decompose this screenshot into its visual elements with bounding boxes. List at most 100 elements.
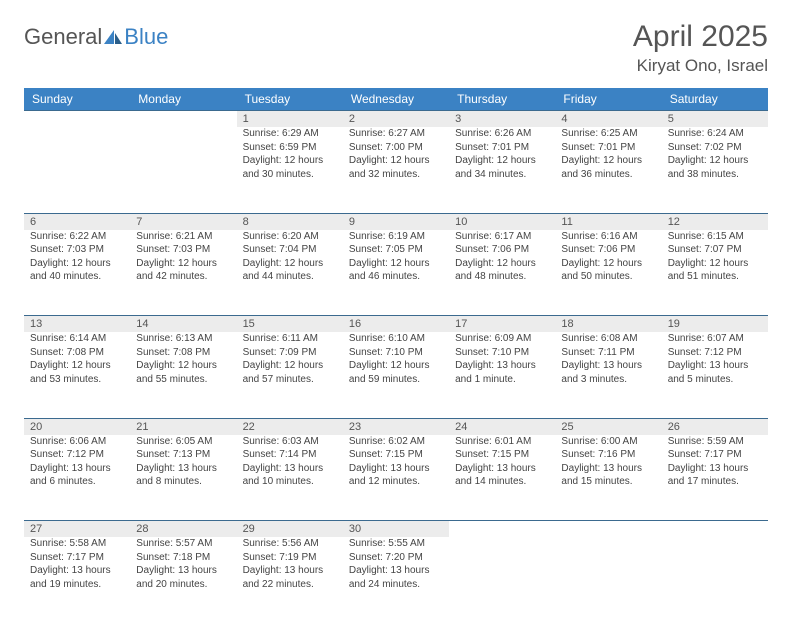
day-cell: Sunrise: 6:27 AMSunset: 7:00 PMDaylight:… [343, 127, 449, 213]
sunrise-text: Sunrise: 5:59 AM [668, 435, 762, 449]
day-cell [449, 537, 555, 623]
day-number-cell: 3 [449, 111, 555, 128]
sunset-text: Sunset: 7:08 PM [30, 346, 124, 360]
logo-word2: Blue [124, 24, 168, 50]
sunrise-text: Sunrise: 6:06 AM [30, 435, 124, 449]
daylight-text-2: and 36 minutes. [561, 168, 655, 182]
dow-monday: Monday [130, 88, 236, 111]
daylight-text-1: Daylight: 12 hours [243, 154, 337, 168]
day-body-row: Sunrise: 5:58 AMSunset: 7:17 PMDaylight:… [24, 537, 768, 623]
location: Kiryat Ono, Israel [633, 56, 768, 76]
daylight-text-2: and 20 minutes. [136, 578, 230, 592]
day-number-cell: 24 [449, 418, 555, 435]
sunrise-text: Sunrise: 6:03 AM [243, 435, 337, 449]
daylight-text-1: Daylight: 13 hours [30, 462, 124, 476]
day-number-cell: 5 [662, 111, 768, 128]
daylight-text-2: and 50 minutes. [561, 270, 655, 284]
daylight-text-2: and 5 minutes. [668, 373, 762, 387]
sunrise-text: Sunrise: 6:20 AM [243, 230, 337, 244]
daylight-text-2: and 51 minutes. [668, 270, 762, 284]
daylight-text-1: Daylight: 12 hours [561, 257, 655, 271]
logo-word1: General [24, 24, 102, 50]
daylight-text-1: Daylight: 12 hours [349, 257, 443, 271]
day-cell: Sunrise: 6:22 AMSunset: 7:03 PMDaylight:… [24, 230, 130, 316]
day-number-cell: 20 [24, 418, 130, 435]
dow-row: Sunday Monday Tuesday Wednesday Thursday… [24, 88, 768, 111]
day-cell: Sunrise: 6:01 AMSunset: 7:15 PMDaylight:… [449, 435, 555, 521]
day-number-cell: 28 [130, 521, 236, 538]
daylight-text-1: Daylight: 12 hours [349, 154, 443, 168]
day-number-cell: 7 [130, 213, 236, 230]
daylight-text-2: and 17 minutes. [668, 475, 762, 489]
day-body-row: Sunrise: 6:22 AM Sunset: 7:03 PM Daylight:… [24, 230, 768, 316]
calendar-body: 12345Sunrise: 6:29 AMSunset: 6:59 PMDayl… [24, 111, 768, 623]
sunset-text: Sunset: 6:59 PM [243, 141, 337, 155]
daylight-text-2: and 3 minutes. [561, 373, 655, 387]
day-cell: Sunrise: 6:19 AMSunset: 7:05 PMDaylight:… [343, 230, 449, 316]
daylight-text-2: and 32 minutes. [349, 168, 443, 182]
sunrise-text: Sunrise: 6:16 AM [561, 230, 655, 244]
daylight-text-1: Daylight: 12 hours [668, 154, 762, 168]
day-number-row: 6789101112 [24, 213, 768, 230]
day-number-cell: 18 [555, 316, 661, 333]
sunrise-text: Sunrise: 6:26 AM [455, 127, 549, 141]
daylight-text-1: Daylight: 13 hours [455, 359, 549, 373]
sunset-text: Sunset: 7:03 PM [136, 243, 230, 257]
sunset-text: Sunset: 7:01 PM [561, 141, 655, 155]
daylight-text-2: and 8 minutes. [136, 475, 230, 489]
sunrise-text: Sunrise: 6:02 AM [349, 435, 443, 449]
daylight-text-1: Daylight: 12 hours [668, 257, 762, 271]
daylight-text-1: Daylight: 13 hours [668, 462, 762, 476]
day-number-cell: 12 [662, 213, 768, 230]
sunrise-text: Sunrise: 5:58 AM [30, 537, 124, 551]
sunset-text: Sunset: 7:00 PM [349, 141, 443, 155]
sunrise-text: Sunrise: 6:22 AM [30, 230, 124, 244]
day-cell: Sunrise: 6:06 AMSunset: 7:12 PMDaylight:… [24, 435, 130, 521]
day-cell: Sunrise: 6:20 AMSunset: 7:04 PMDaylight:… [237, 230, 343, 316]
day-cell [24, 127, 130, 213]
day-cell: Sunrise: 6:15 AMSunset: 7:07 PMDaylight:… [662, 230, 768, 316]
day-cell: Sunrise: 6:29 AMSunset: 6:59 PMDaylight:… [237, 127, 343, 213]
daylight-text-2: and 38 minutes. [668, 168, 762, 182]
page-title: April 2025 [633, 20, 768, 54]
sunset-text: Sunset: 7:12 PM [30, 448, 124, 462]
day-cell: Sunrise: 6:14 AMSunset: 7:08 PMDaylight:… [24, 332, 130, 418]
day-number-cell: 17 [449, 316, 555, 333]
sunset-text: Sunset: 7:14 PM [243, 448, 337, 462]
dow-thursday: Thursday [449, 88, 555, 111]
daylight-text-2: and 59 minutes. [349, 373, 443, 387]
sunrise-text: Sunrise: 5:57 AM [136, 537, 230, 551]
day-number-cell: 11 [555, 213, 661, 230]
title-block: April 2025 Kiryat Ono, Israel [633, 20, 768, 76]
header: General Blue April 2025 Kiryat Ono, Isra… [24, 20, 768, 76]
sunrise-text: Sunrise: 6:05 AM [136, 435, 230, 449]
dow-sunday: Sunday [24, 88, 130, 111]
sunrise-text: Sunrise: 6:27 AM [349, 127, 443, 141]
daylight-text-1: Daylight: 13 hours [136, 462, 230, 476]
sunrise-text: Sunrise: 6:14 AM [30, 332, 124, 346]
day-cell [555, 537, 661, 623]
dow-tuesday: Tuesday [237, 88, 343, 111]
daylight-text-1: Daylight: 12 hours [30, 359, 124, 373]
sunset-text: Sunset: 7:07 PM [668, 243, 762, 257]
daylight-text-2: and 53 minutes. [30, 373, 124, 387]
daylight-text-2: and 6 minutes. [30, 475, 124, 489]
sunrise-text: Sunrise: 6:19 AM [349, 230, 443, 244]
sunset-text: Sunset: 7:01 PM [455, 141, 549, 155]
sunset-text: Sunset: 7:12 PM [668, 346, 762, 360]
daylight-text-2: and 10 minutes. [243, 475, 337, 489]
day-cell: Sunrise: 5:56 AMSunset: 7:19 PMDaylight:… [237, 537, 343, 623]
day-number-cell: 13 [24, 316, 130, 333]
daylight-text-1: Daylight: 12 hours [561, 154, 655, 168]
sunrise-text: Sunrise: 6:11 AM [243, 332, 337, 346]
day-cell [130, 127, 236, 213]
daylight-text-1: Daylight: 12 hours [455, 154, 549, 168]
daylight-text-1: Daylight: 13 hours [243, 564, 337, 578]
day-number-cell: 26 [662, 418, 768, 435]
day-cell: Sunrise: 5:58 AMSunset: 7:17 PMDaylight:… [24, 537, 130, 623]
sunrise-text: Sunrise: 6:07 AM [668, 332, 762, 346]
day-number-cell [555, 521, 661, 538]
day-cell: Sunrise: 5:59 AMSunset: 7:17 PMDaylight:… [662, 435, 768, 521]
day-cell: Sunrise: 6:03 AMSunset: 7:14 PMDaylight:… [237, 435, 343, 521]
day-number-row: 20212223242526 [24, 418, 768, 435]
